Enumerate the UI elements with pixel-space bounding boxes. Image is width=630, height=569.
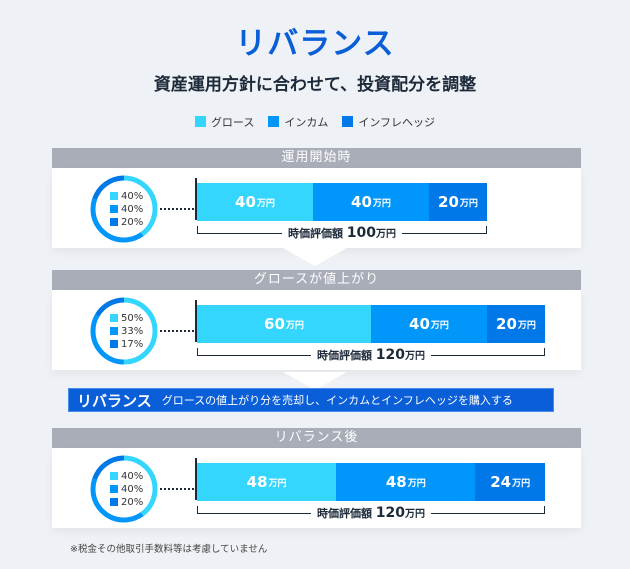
stacked-bar: 60 万円 40 万円 20 万円: [197, 305, 545, 343]
bar-segment: 40 万円: [371, 305, 487, 343]
section-heading: グロースが値上がり: [52, 270, 581, 290]
donut-legend-item: 40%: [110, 483, 143, 496]
bar-segment: 20 万円: [487, 305, 545, 343]
donut-slice: [90, 297, 158, 365]
donut-chart: [90, 455, 158, 523]
bar-axis: [195, 458, 197, 500]
section-2: リバランス後 40% 40% 20% 48 万円 48 万円 24 万円 時価評価額 120万…: [52, 428, 581, 528]
rebalance-text: グロースの値上がり分を売却し、インカムとインフレヘッジを購入する: [161, 394, 513, 407]
donut-legend-item: 40%: [110, 190, 143, 203]
donut-legend: 50% 33% 17%: [110, 312, 143, 351]
donut-slice: [90, 455, 158, 523]
bar-segment: 48 万円: [197, 463, 337, 501]
legend-swatch: [268, 116, 280, 127]
donut-slice: [90, 297, 158, 365]
bar-segment: 48 万円: [336, 463, 476, 501]
donut-chart: [90, 297, 158, 365]
section-heading: リバランス後: [52, 428, 581, 448]
section-body: 40% 40% 20% 48 万円 48 万円 24 万円 時価評価額 120万円: [52, 448, 581, 528]
section-body: 50% 33% 17% 60 万円 40 万円 20 万円 時価評価額 120万円: [52, 290, 581, 370]
donut-slice: [90, 175, 158, 243]
dotted-connector: [160, 330, 194, 332]
total-value: 時価評価額 120万円: [197, 505, 545, 521]
bar-segment: 60 万円: [197, 305, 371, 343]
legend: グロース インカム インフレヘッジ: [0, 114, 630, 130]
stacked-bar: 40 万円 40 万円 20 万円: [197, 183, 487, 221]
section-1: グロースが値上がり 50% 33% 17% 60 万円 40 万円 20 万円 時価評価額 1…: [52, 270, 581, 370]
page-subtitle: 資産運用方針に合わせて、投資配分を調整: [153, 75, 477, 95]
legend-swatch: [194, 116, 206, 127]
bar-segment: 40 万円: [313, 183, 429, 221]
dotted-connector: [160, 208, 194, 210]
arrow-down: [283, 248, 347, 266]
rebalance-label: リバランス: [77, 391, 152, 410]
footnote: ※税金その他取引手数料等は考慮していません: [70, 544, 268, 555]
donut-slice: [90, 455, 158, 523]
donut-legend: 40% 40% 20%: [110, 470, 143, 509]
donut-slice: [90, 175, 158, 243]
total-value: 時価評価額 100万円: [197, 225, 487, 241]
donut-legend-item: 40%: [110, 470, 143, 483]
donut-legend-item: 17%: [110, 338, 143, 351]
dotted-connector: [160, 488, 194, 490]
bar-axis: [195, 300, 197, 342]
total-value: 時価評価額 120万円: [197, 347, 545, 363]
donut-legend-item: 33%: [110, 325, 143, 338]
legend-item-income: インカム: [268, 114, 328, 130]
arrow-down: [283, 372, 347, 390]
stacked-bar: 48 万円 48 万円 24 万円: [197, 463, 545, 501]
section-heading: 運用開始時: [52, 148, 581, 168]
donut-chart: [90, 175, 158, 243]
bar-segment: 20 万円: [429, 183, 487, 221]
donut-legend-item: 20%: [110, 216, 143, 229]
page-title: リバランス: [235, 26, 395, 62]
bar-segment: 40 万円: [197, 183, 313, 221]
legend-item-inflation-hedge: インフレヘッジ: [342, 114, 435, 130]
donut-legend: 40% 40% 20%: [110, 190, 143, 229]
legend-item-growth: グロース: [194, 114, 254, 130]
legend-swatch: [342, 116, 354, 127]
rebalance-banner: リバランス グロースの値上がり分を売却し、インカムとインフレヘッジを購入する: [68, 388, 554, 412]
donut-legend-item: 20%: [110, 496, 143, 509]
donut-legend-item: 50%: [110, 312, 143, 325]
section-0: 運用開始時 40% 40% 20% 40 万円 40 万円 20 万円 時価評価額 100万円: [52, 148, 581, 248]
bar-segment: 24 万円: [475, 463, 545, 501]
section-body: 40% 40% 20% 40 万円 40 万円 20 万円 時価評価額 100万円: [52, 168, 581, 248]
donut-legend-item: 40%: [110, 203, 143, 216]
bar-axis: [195, 178, 197, 220]
